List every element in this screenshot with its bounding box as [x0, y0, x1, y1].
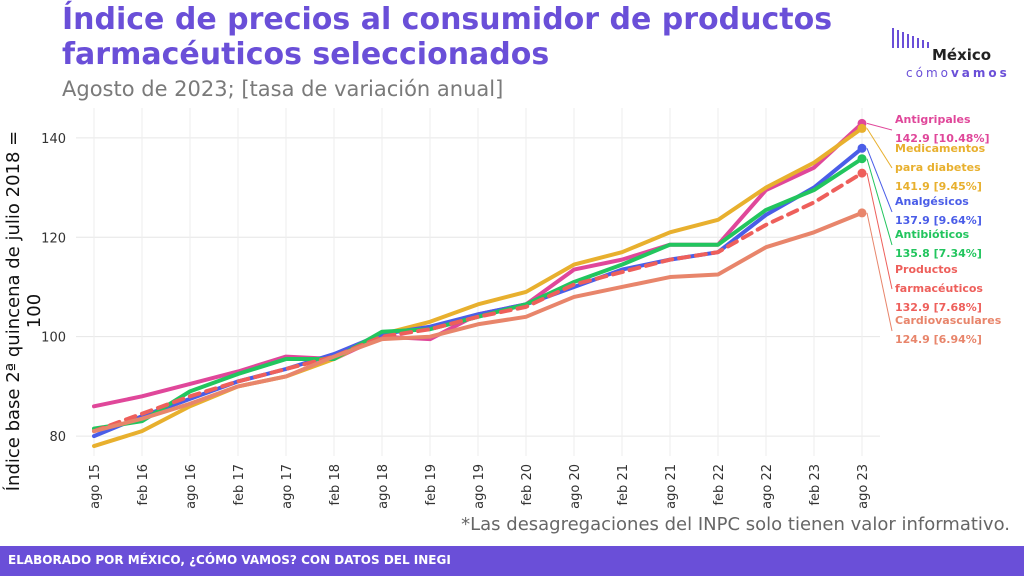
x-tick-label: ago 18 [376, 464, 391, 509]
label-leader-line [866, 158, 893, 246]
logo-vamos: vamos [950, 66, 1010, 80]
x-tick-label: feb 16 [136, 464, 151, 506]
series-label: Antibióticos [895, 228, 970, 241]
line-chart: 80 100 120 140 ago 15 feb 16 ago 16 feb 17 ago 1… [41, 108, 1002, 509]
y-tick-label: 120 [41, 231, 66, 246]
x-tick-label: ago 16 [184, 464, 199, 509]
series-end-point [857, 208, 867, 218]
logo-subtext: cómovamos [906, 66, 1010, 80]
series-label: 132.9 [7.68%] [895, 301, 982, 314]
x-tick-label: feb 23 [808, 464, 823, 506]
label-leader-line [866, 122, 893, 131]
series-line [92, 171, 864, 434]
series-label: para diabetes [895, 161, 981, 174]
series-line [92, 210, 864, 434]
x-tick-label: ago 15 [88, 464, 103, 509]
series-end-point [857, 123, 867, 133]
footnote: *Las desagregaciones del INPC solo tiene… [461, 514, 1010, 535]
x-tick-label: feb 18 [328, 464, 343, 506]
x-tick-label: ago 23 [856, 464, 871, 509]
x-tick-label: feb 19 [424, 464, 439, 506]
series-label: 124.9 [6.94%] [895, 333, 982, 346]
x-tick-label: feb 17 [232, 464, 247, 506]
chart-title: Índice de precios al consumidor de produ… [62, 2, 833, 72]
x-tick-label: ago 21 [664, 464, 679, 509]
y-tick-label: 140 [41, 132, 66, 147]
series-end-point [857, 143, 867, 153]
series-label: 141.9 [9.45%] [895, 180, 982, 193]
footer-credit: ELABORADO POR MÉXICO, ¿CÓMO VAMOS? CON D… [8, 553, 451, 567]
label-leader-line [866, 173, 893, 290]
x-tick-label: ago 20 [568, 464, 583, 509]
x-tick-label: ago 17 [280, 464, 295, 509]
series-label: Cardiovasculares [895, 314, 1002, 327]
series-end-point [857, 168, 867, 178]
x-tick-label: feb 22 [712, 464, 727, 506]
y-tick-label: 100 [41, 331, 66, 346]
x-tick-label: feb 21 [616, 464, 631, 506]
logo-como: cómo [906, 66, 951, 80]
label-leader-line [866, 128, 893, 169]
label-leader-line [866, 148, 893, 213]
y-tick-label: 80 [49, 430, 66, 445]
series-end-point [857, 154, 867, 164]
series-label: Medicamentos [895, 142, 986, 155]
chart-subtitle: Agosto de 2023; [tasa de variación anual… [62, 77, 504, 101]
x-tick-label: ago 22 [760, 464, 775, 509]
x-tick-label: ago 19 [472, 464, 487, 509]
series-label: 137.9 [9.64%] [895, 214, 982, 227]
series-label: Productos [895, 263, 958, 276]
series-label: 135.8 [7.34%] [895, 247, 982, 260]
label-leader-line [866, 212, 893, 332]
series-label: farmacéuticos [895, 282, 983, 295]
series-label: Analgésicos [895, 195, 969, 208]
x-tick-label: feb 20 [520, 464, 535, 506]
series-label: Antigripales [895, 113, 971, 126]
series-label: 142.9 [10.48%] [895, 132, 990, 145]
logo-text: México [932, 46, 992, 64]
logo-bars-icon [892, 28, 929, 48]
footer-bar: ELABORADO POR MÉXICO, ¿CÓMO VAMOS? CON D… [0, 546, 1024, 576]
